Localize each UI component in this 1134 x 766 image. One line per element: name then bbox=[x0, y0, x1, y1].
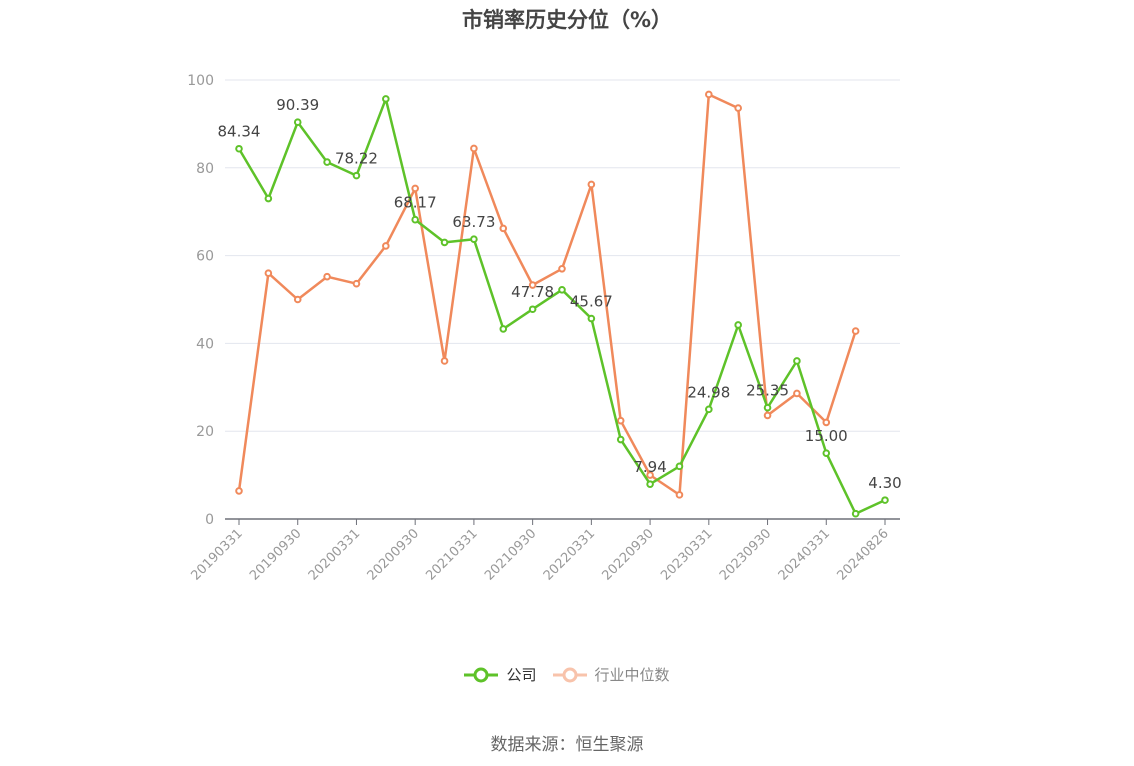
legend-label-industry-median: 行业中位数 bbox=[594, 666, 670, 684]
point-industry-median-20191231 bbox=[323, 272, 331, 281]
series-line-industry-median bbox=[237, 93, 857, 497]
x-tick-label-20190331: 20190331 bbox=[188, 526, 245, 583]
point-company-20211231 bbox=[558, 286, 566, 294]
point-company-20220930 bbox=[646, 480, 654, 488]
x-tick-label-20220331: 20220331 bbox=[541, 526, 598, 583]
point-company-20190331 bbox=[235, 144, 243, 153]
point-industry-median-20201231 bbox=[440, 357, 449, 365]
y-tick-label-40: 40 bbox=[196, 336, 214, 352]
point-company-20240331 bbox=[822, 449, 831, 457]
point-company-20230630 bbox=[734, 321, 742, 329]
point-industry-median-20240630 bbox=[851, 327, 860, 335]
data-label-company-20200331: 78.22 bbox=[335, 150, 378, 168]
point-industry-median-20200930 bbox=[411, 184, 419, 193]
data-label-company-20230331: 24.98 bbox=[687, 383, 730, 401]
point-company-20200630 bbox=[382, 95, 390, 103]
point-industry-median-20190930 bbox=[293, 295, 302, 304]
data-label-company-20240331: 15.00 bbox=[805, 427, 848, 445]
legend-item-company[interactable]: 公司 bbox=[464, 664, 537, 685]
point-industry-median-20230930 bbox=[763, 411, 772, 420]
point-company-20220331 bbox=[587, 314, 596, 323]
chart-title: 市销率历史分位（%） bbox=[461, 8, 673, 32]
point-industry-median-20210930 bbox=[528, 281, 537, 289]
y-tick-label-60: 60 bbox=[196, 249, 214, 265]
source-note: 数据来源：恒生聚源 bbox=[490, 735, 644, 755]
x-tick-label-20230930: 20230930 bbox=[717, 526, 774, 583]
grid-lines bbox=[225, 79, 900, 432]
point-company-20210331 bbox=[470, 235, 478, 244]
point-industry-median-20220630 bbox=[616, 416, 625, 425]
y-tick-label-100: 100 bbox=[187, 73, 214, 89]
point-industry-median-20230630 bbox=[734, 104, 742, 112]
axes: 0 20 40 60 80 100 20190331 20190930 20200331 2020… bbox=[187, 73, 900, 584]
point-company-20190930 bbox=[293, 118, 302, 126]
x-tick-label-20210930: 20210930 bbox=[482, 526, 539, 583]
y-tick-label-0: 0 bbox=[205, 512, 214, 528]
point-company-20230331 bbox=[705, 405, 713, 414]
x-tick-label-20210331: 20210331 bbox=[423, 526, 480, 583]
point-industry-median-20190630 bbox=[264, 269, 273, 277]
data-label-company-20200930: 68.17 bbox=[394, 194, 437, 212]
data-label-company-20240826: 4.30 bbox=[868, 474, 901, 492]
data-label-company-20190331: 84.34 bbox=[218, 123, 261, 141]
y-tick-label-80: 80 bbox=[196, 161, 214, 177]
point-company-20240630 bbox=[851, 509, 860, 518]
x-tick-label-20200331: 20200331 bbox=[306, 526, 363, 583]
y-tick-label-20: 20 bbox=[196, 424, 214, 440]
point-company-20230930 bbox=[763, 403, 772, 412]
data-label-company-20210331: 63.73 bbox=[452, 213, 495, 231]
point-company-20220630 bbox=[616, 435, 625, 444]
point-company-20201231 bbox=[440, 238, 449, 247]
data-label-company-20220930: 7.94 bbox=[633, 458, 666, 476]
data-label-company-20230930: 25.35 bbox=[746, 382, 789, 400]
legend-item-industry-median[interactable]: 行业中位数 bbox=[552, 664, 670, 685]
point-industry-median-20221231 bbox=[675, 491, 684, 499]
point-company-20210630 bbox=[499, 325, 508, 333]
x-tick-label-20230331: 20230331 bbox=[658, 526, 715, 583]
point-industry-median-20231231 bbox=[793, 389, 801, 398]
point-company-20190630 bbox=[264, 194, 273, 203]
point-company-20231231 bbox=[793, 357, 801, 365]
point-industry-median-20220331 bbox=[587, 180, 596, 189]
point-industry-median-20200331 bbox=[352, 279, 361, 288]
point-industry-median-20240331 bbox=[822, 418, 831, 427]
x-tick-label-20240331: 20240331 bbox=[776, 526, 833, 583]
legend: 公司 行业中位数 bbox=[0, 664, 1134, 685]
point-industry-median-20220930 bbox=[646, 471, 654, 479]
legend-label-company: 公司 bbox=[506, 666, 537, 684]
point-company-20221231 bbox=[675, 462, 684, 471]
data-labels: 84.34 90.39 78.22 68.17 63.73 47.78 45.67 7.94 2… bbox=[218, 96, 902, 492]
point-industry-median-20200630 bbox=[382, 242, 390, 250]
point-company-20200331 bbox=[352, 171, 361, 180]
legend-industry-marker-icon bbox=[552, 667, 587, 682]
data-label-company-20210930: 47.78 bbox=[511, 283, 554, 301]
data-label-company-20190930: 90.39 bbox=[276, 96, 319, 114]
x-tick-label-20240826: 20240826 bbox=[834, 526, 891, 583]
point-company-20210930 bbox=[528, 305, 537, 314]
data-label-company-20220331: 45.67 bbox=[570, 293, 613, 311]
point-industry-median-20190331 bbox=[235, 487, 243, 495]
x-tick-label-20220930: 20220930 bbox=[600, 526, 657, 583]
legend-company-marker-icon bbox=[464, 667, 499, 682]
x-tick-label-20200930: 20200930 bbox=[365, 526, 422, 583]
point-company-20200930 bbox=[411, 215, 419, 224]
x-tick-label-20190930: 20190930 bbox=[247, 526, 304, 583]
point-industry-median-20230331 bbox=[705, 90, 713, 99]
point-industry-median-20211231 bbox=[558, 264, 566, 273]
point-company-20240826 bbox=[881, 496, 889, 504]
point-industry-median-20210630 bbox=[499, 224, 508, 233]
series-lines bbox=[235, 90, 889, 518]
point-industry-median-20210331 bbox=[470, 144, 478, 153]
point-company-20191231 bbox=[323, 158, 331, 166]
